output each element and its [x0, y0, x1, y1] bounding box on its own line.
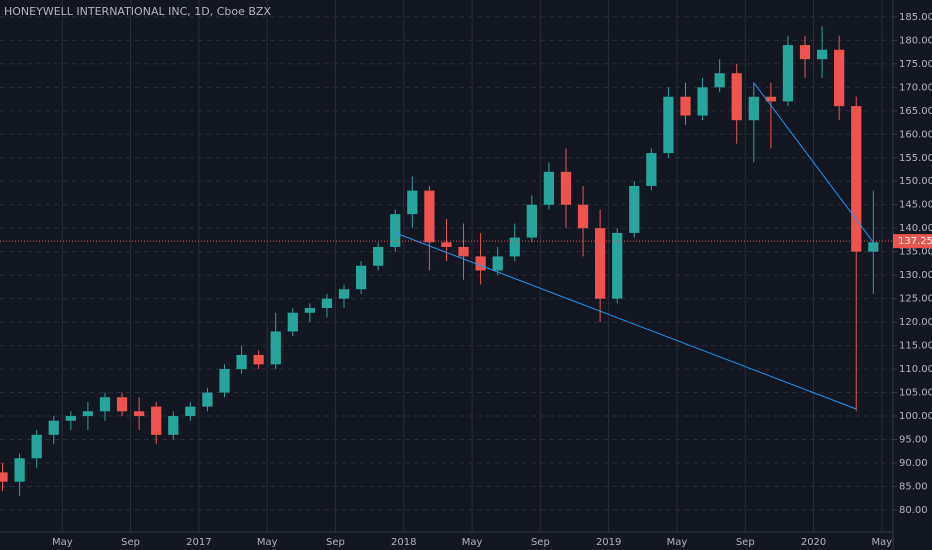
trend-line: [395, 232, 857, 410]
x-tick-label: 2018: [391, 537, 416, 548]
y-tick-label: 85.00: [899, 481, 928, 492]
y-tick-label: 95.00: [899, 434, 928, 445]
candle-body: [355, 265, 367, 290]
y-tick-label: 130.00: [899, 270, 932, 281]
candle-body: [748, 96, 759, 121]
y-tick-label: 110.00: [899, 364, 932, 375]
candle-body: [151, 406, 162, 435]
chart-title: HONEYWELL INTERNATIONAL INC, 1D, Cboe BZ…: [4, 5, 271, 18]
x-tick-label: 2019: [596, 537, 621, 548]
candle-body: [714, 73, 725, 88]
x-tick-label: Sep: [736, 537, 755, 548]
candle-body: [646, 153, 657, 186]
last-price-label: 137.25: [898, 236, 932, 247]
y-tick-label: 170.00: [899, 82, 932, 93]
candle-body: [168, 416, 179, 435]
candle-body: [731, 73, 742, 121]
candle-body: [526, 204, 537, 238]
candle-body: [441, 242, 452, 247]
y-tick-label: 145.00: [899, 200, 932, 211]
y-tick-label: 155.00: [899, 153, 932, 164]
x-tick-label: Sep: [121, 537, 140, 548]
candle-body: [424, 190, 435, 243]
candle-body: [509, 237, 520, 257]
y-tick-label: 100.00: [899, 411, 932, 422]
plot-area: [0, 26, 893, 496]
x-tick-label: May: [257, 537, 278, 548]
candle-body: [834, 49, 845, 107]
candle-body: [390, 214, 401, 247]
x-tick-label: May: [872, 537, 893, 548]
trend-line: [753, 82, 874, 243]
candle-body: [236, 354, 247, 370]
candle-body: [202, 392, 213, 407]
y-tick-label: 150.00: [899, 176, 932, 187]
y-tick-label: 125.00: [899, 294, 932, 305]
candle-body: [219, 369, 230, 393]
candle-body: [407, 190, 418, 215]
candle-body: [270, 331, 281, 365]
candle-body: [543, 171, 555, 205]
y-tick-label: 90.00: [899, 458, 928, 469]
candle-body: [663, 96, 674, 154]
candle-body: [799, 45, 811, 60]
candle-body: [48, 420, 59, 435]
grid: [0, 0, 893, 532]
y-tick-label: 140.00: [899, 223, 932, 234]
axes: 80.00 85.00 90.00 95.00 100.00 105.00 110.00 11…: [52, 12, 932, 548]
candle-body: [680, 96, 691, 116]
candle-body: [14, 458, 25, 482]
candle-body: [629, 185, 640, 233]
candle-body: [304, 308, 315, 313]
candle-body: [185, 406, 196, 417]
y-tick-label: 165.00: [899, 106, 932, 117]
y-tick-label: 135.00: [899, 247, 932, 258]
candle-body: [373, 246, 384, 266]
candle-body: [782, 45, 794, 102]
y-tick-label: 180.00: [899, 35, 932, 46]
candle-body: [65, 416, 76, 421]
candle-body: [868, 242, 879, 252]
candle-body: [458, 246, 469, 257]
candle-body: [116, 397, 128, 412]
candle-body: [492, 256, 503, 271]
candle-body: [134, 411, 145, 417]
y-tick-label: 160.00: [899, 129, 932, 140]
x-tick-label: May: [52, 537, 73, 548]
candle-body: [287, 312, 298, 332]
candle-body: [577, 204, 589, 229]
candle-body: [595, 228, 606, 299]
y-tick-label: 185.00: [899, 12, 932, 23]
y-tick-label: 115.00: [899, 341, 932, 352]
x-tick-label: May: [462, 537, 483, 548]
y-tick-label: 105.00: [899, 388, 932, 399]
x-tick-label: 2017: [186, 537, 211, 548]
y-tick-label: 80.00: [899, 505, 928, 516]
candle-body: [31, 434, 42, 459]
candle-body: [765, 96, 776, 102]
x-tick-label: 2020: [801, 537, 826, 548]
candle-body: [321, 298, 333, 309]
candle-body: [816, 49, 828, 60]
x-tick-label: Sep: [326, 537, 345, 548]
candle-body: [82, 411, 94, 417]
candle-body: [475, 256, 486, 271]
candle-body: [560, 171, 572, 205]
candle-body: [612, 232, 623, 299]
candle-body: [253, 354, 264, 365]
y-tick-label: 175.00: [899, 59, 932, 70]
candle-body: [338, 289, 350, 299]
candle-body: [697, 87, 708, 116]
last-price-tag: [893, 234, 932, 249]
x-tick-label: Sep: [531, 537, 550, 548]
candle-body: [0, 472, 8, 482]
x-tick-label: May: [667, 537, 688, 548]
candle-body: [99, 397, 111, 412]
candle-body: [851, 106, 862, 252]
y-tick-label: 120.00: [899, 317, 932, 328]
